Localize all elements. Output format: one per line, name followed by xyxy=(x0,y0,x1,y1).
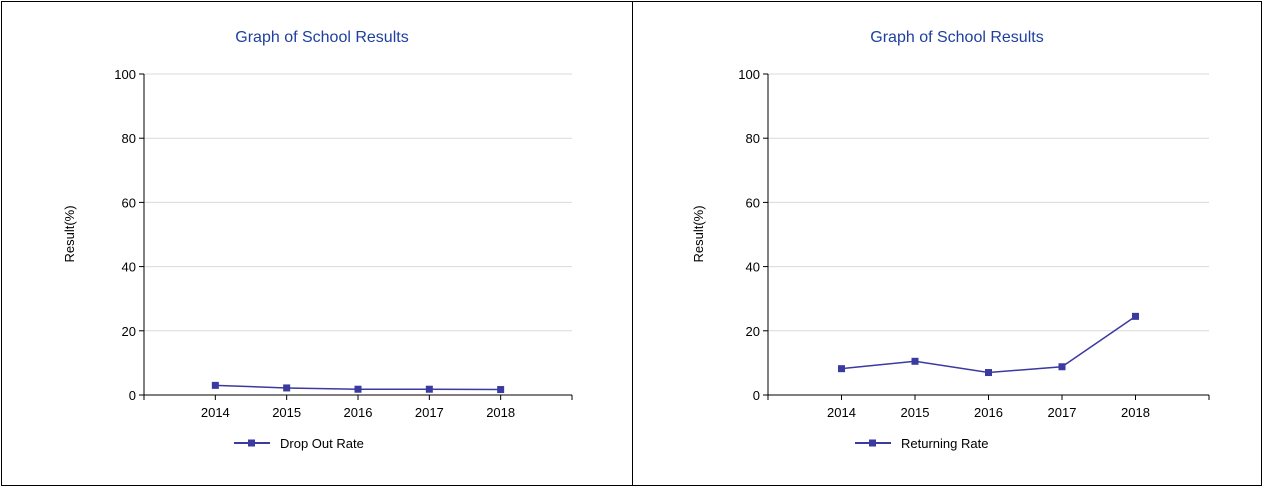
y-tick-label: 100 xyxy=(114,67,136,82)
y-tick-label: 40 xyxy=(746,260,760,275)
chart-title: Graph of School Results xyxy=(235,29,408,46)
x-tick-label: 2015 xyxy=(272,405,301,420)
y-tick-label: 20 xyxy=(122,324,136,339)
data-point xyxy=(1058,363,1066,371)
returning-chart: Graph of School Results Result(%) 0 20 40 6… xyxy=(691,29,1210,451)
y-tick-label: 40 xyxy=(122,260,136,275)
series-line xyxy=(841,315,1136,374)
x-tick-label: 2014 xyxy=(827,405,856,420)
legend-marker xyxy=(248,439,255,447)
x-tick-label: 2018 xyxy=(1121,405,1150,420)
y-tick-label: 0 xyxy=(129,388,136,403)
y-axis-label: Result(%) xyxy=(62,205,77,262)
data-point xyxy=(283,384,291,392)
y-tick-label: 20 xyxy=(746,324,760,339)
legend: Returning Rate xyxy=(855,436,988,451)
data-point xyxy=(497,386,505,394)
x-tick-label: 2017 xyxy=(1048,405,1077,420)
data-point xyxy=(354,385,362,393)
data-point xyxy=(911,357,919,365)
legend: Drop Out Rate xyxy=(234,436,364,451)
x-tick-label: 2017 xyxy=(415,405,444,420)
data-point xyxy=(838,365,845,373)
plot-area: 0 20 40 60 80 100 2014 2015 2016 2017 2018 xyxy=(114,67,573,420)
x-tick-label: 2016 xyxy=(344,405,373,420)
y-tick-label: 100 xyxy=(738,67,760,82)
legend-marker xyxy=(869,439,876,447)
legend-label: Drop Out Rate xyxy=(280,436,364,451)
chart-panel-dropout: Graph of School Results Result(%) 0 20 40 6… xyxy=(2,2,632,485)
x-tick-label: 2018 xyxy=(486,405,515,420)
y-tick-label: 60 xyxy=(122,195,136,210)
data-point xyxy=(1132,312,1139,320)
chart-title: Graph of School Results xyxy=(870,29,1043,46)
data-point xyxy=(425,385,433,393)
plot-area: 0 20 40 60 80 100 2014 2015 2016 2017 2018 xyxy=(738,67,1210,420)
x-tick-label: 2016 xyxy=(974,405,1003,420)
y-tick-label: 80 xyxy=(746,131,760,146)
dropout-chart: Graph of School Results Result(%) 0 20 40 6… xyxy=(62,29,573,451)
y-axis-label: Result(%) xyxy=(691,205,706,262)
x-tick-label: 2014 xyxy=(201,405,230,420)
y-tick-label: 60 xyxy=(746,195,760,210)
y-tick-label: 80 xyxy=(122,131,136,146)
data-point xyxy=(211,381,219,389)
chart-panel-returning: Graph of School Results Result(%) 0 20 40 6… xyxy=(632,2,1261,485)
x-tick-label: 2015 xyxy=(901,405,930,420)
data-point xyxy=(985,369,992,377)
y-tick-label: 0 xyxy=(753,388,760,403)
legend-label: Returning Rate xyxy=(901,436,988,451)
